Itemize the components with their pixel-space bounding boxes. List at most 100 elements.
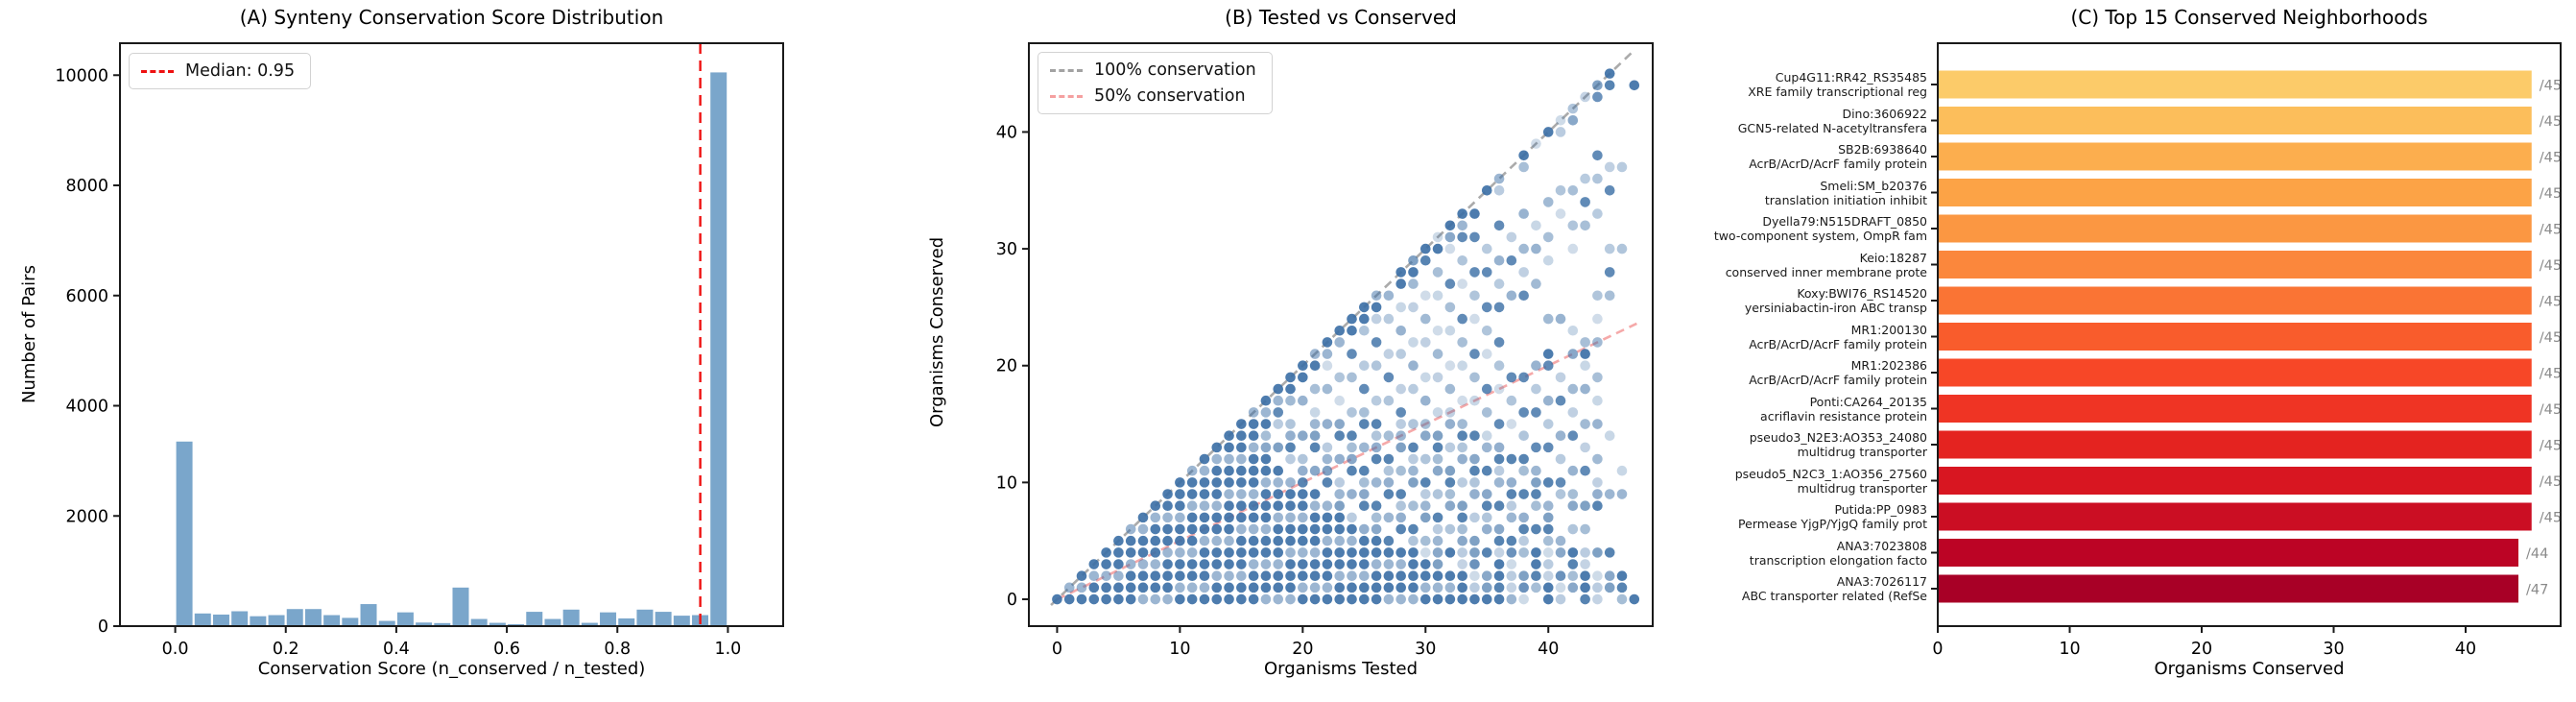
scatter-point xyxy=(1273,407,1284,418)
category-label: MR1:200130 AcrB/AcrD/AcrF family protein xyxy=(1524,323,1927,351)
scatter-point xyxy=(1309,407,1321,418)
category-desc: Permease YjgP/YjgQ family prot xyxy=(1738,517,1927,531)
scatter-point xyxy=(1419,313,1431,325)
scatter-point xyxy=(1322,453,1333,465)
scatter-point xyxy=(1260,395,1272,406)
category-id: Koxy:BWI76_RS14520 xyxy=(1797,286,1927,301)
scatter-point xyxy=(1469,593,1480,605)
scatter-point xyxy=(1408,360,1419,372)
scatter-point xyxy=(1285,419,1296,429)
panel-a-legend: Median: 0.95 xyxy=(129,53,312,89)
scatter-point xyxy=(1408,453,1419,465)
scatter-point xyxy=(1088,559,1100,569)
scatter-point xyxy=(1432,372,1443,383)
scatter-point xyxy=(1224,430,1234,442)
panel-a-xlabel: Conservation Score (n_conserved / n_test… xyxy=(257,659,646,679)
bar-value-label: /45 xyxy=(2540,258,2562,274)
scatter-point xyxy=(1542,500,1554,512)
scatter-point xyxy=(1175,559,1185,569)
scatter-point xyxy=(1580,559,1590,569)
scatter-point xyxy=(1604,547,1615,558)
scatter-point xyxy=(1260,489,1272,499)
bar-value-label: /45 xyxy=(2540,114,2562,130)
conservation-line-100 xyxy=(1050,51,1634,607)
scatter-point xyxy=(1371,523,1382,535)
scatter-point xyxy=(1260,535,1272,546)
scatter-point xyxy=(1285,372,1296,383)
scatter-point xyxy=(1371,582,1382,593)
scatter-point xyxy=(1224,453,1234,465)
scatter-point xyxy=(1383,453,1395,465)
scatter-point xyxy=(1395,419,1406,429)
scatter-point xyxy=(1383,547,1395,558)
hist-bar xyxy=(600,612,617,626)
plot-spine xyxy=(1937,42,2562,627)
hist-bar xyxy=(360,604,377,626)
scatter-point xyxy=(1236,419,1247,429)
scatter-point xyxy=(1309,349,1321,359)
legend-50pct-label: 50% conservation xyxy=(1094,86,1246,106)
scatter-point xyxy=(1444,278,1456,289)
scatter-point xyxy=(1395,349,1406,359)
scatter-point xyxy=(1199,582,1210,593)
category-id: Cup4G11:RR42_RS35485 xyxy=(1775,70,1927,85)
scatter-point xyxy=(1555,127,1566,137)
x-tick-label: 10 xyxy=(1169,640,1190,659)
scatter-point xyxy=(1432,570,1443,581)
scatter-point xyxy=(1371,500,1382,512)
scatter-point xyxy=(1347,593,1357,605)
scatter-point xyxy=(1481,407,1492,418)
scatter-point xyxy=(1395,523,1406,535)
scatter-point xyxy=(1518,582,1529,593)
scatter-point xyxy=(1432,512,1443,523)
scatter-point xyxy=(1592,150,1603,161)
scatter-point xyxy=(1493,523,1505,535)
scatter-point xyxy=(1506,535,1517,546)
scatter-point xyxy=(1273,442,1284,453)
scatter-point xyxy=(1150,523,1161,535)
scatter-point xyxy=(1273,489,1284,499)
scatter-point xyxy=(1408,302,1419,313)
scatter-point xyxy=(1186,523,1198,535)
y-tick-label: 6000 xyxy=(65,287,108,306)
scatter-point xyxy=(1408,267,1419,278)
barh-bar xyxy=(1938,574,2518,603)
scatter-point xyxy=(1444,407,1456,418)
scatter-point xyxy=(1542,313,1554,325)
scatter-point xyxy=(1444,325,1456,336)
scatter-point xyxy=(1359,407,1370,418)
scatter-point xyxy=(1481,593,1492,605)
barh-bar xyxy=(1938,502,2532,531)
scatter-point xyxy=(1334,512,1346,523)
scatter-point xyxy=(1481,582,1492,593)
scatter-point xyxy=(1580,173,1590,184)
y-tick-label: 40 xyxy=(996,123,1017,142)
scatter-point xyxy=(1125,535,1136,546)
scatter-point xyxy=(1285,383,1296,395)
scatter-point xyxy=(1273,570,1284,581)
scatter-point xyxy=(1481,349,1492,359)
scatter-point xyxy=(1285,523,1296,535)
scatter-point xyxy=(1457,453,1467,465)
panel-b-title: (B) Tested vs Conserved xyxy=(1225,6,1457,29)
scatter-point xyxy=(1432,559,1443,569)
scatter-point xyxy=(1260,419,1272,429)
scatter-point xyxy=(1359,325,1370,336)
scatter-point xyxy=(1457,523,1467,535)
bar-value-label: /45 xyxy=(2540,402,2562,418)
scatter-point xyxy=(1285,593,1296,605)
scatter-point xyxy=(1248,500,1259,512)
scatter-point xyxy=(1518,512,1529,523)
scatter-point xyxy=(1419,512,1431,523)
scatter-point xyxy=(1248,559,1259,569)
scatter-point xyxy=(1518,150,1529,161)
scatter-point xyxy=(1371,547,1382,558)
scatter-point xyxy=(1542,254,1554,266)
scatter-point xyxy=(1359,547,1370,558)
scatter-point xyxy=(1248,512,1259,523)
scatter-point xyxy=(1309,383,1321,395)
scatter-point xyxy=(1469,512,1480,523)
scatter-point xyxy=(1322,523,1333,535)
scatter-point xyxy=(1273,582,1284,593)
